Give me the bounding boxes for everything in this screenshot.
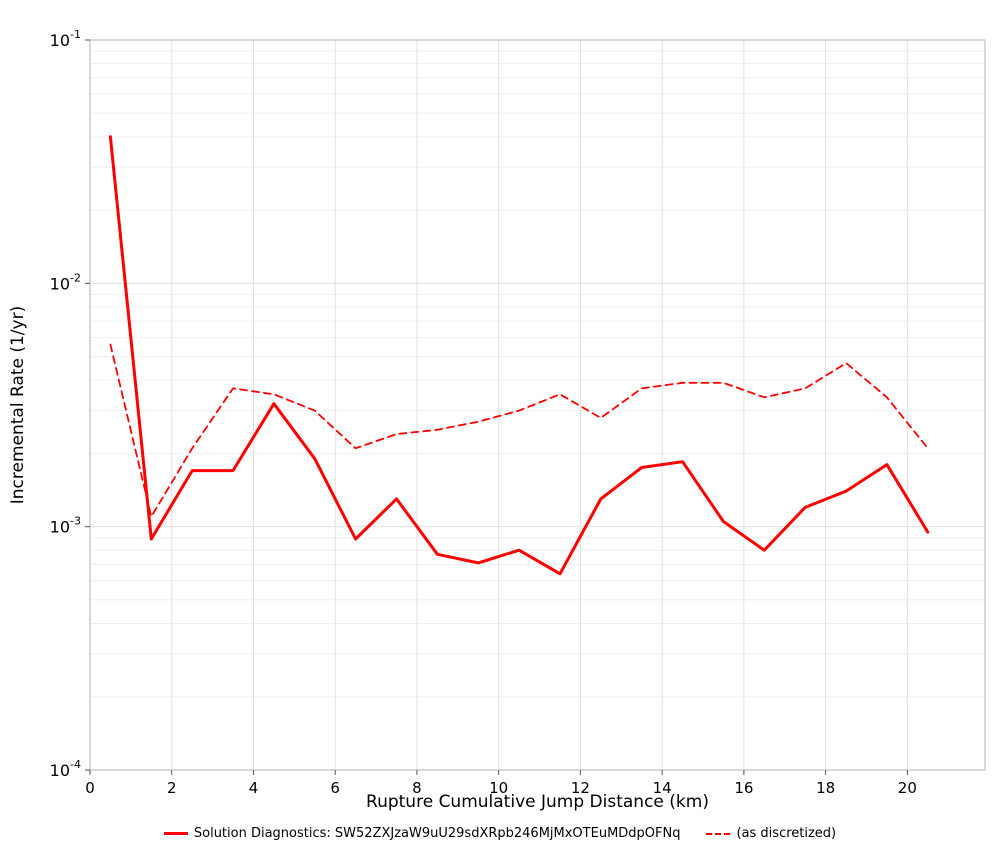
x-tick-label: 0 [85,779,95,797]
y-axis-title: Incremental Rate (1/yr) [8,305,28,505]
dashed-line-swatch [706,832,731,835]
y-tick-label: 10-4 [50,758,81,780]
x-tick-label: 8 [412,779,422,797]
x-tick-label: 10 [489,779,508,797]
solid-line-swatch [163,832,188,835]
legend-label-solution: Solution Diagnostics: SW52ZXJzaW9uU29sdX… [193,826,681,841]
x-tick-label: 14 [653,779,672,797]
legend-item-solution: Solution Diagnostics: SW52ZXJzaW9uU29sdX… [163,826,681,841]
x-axis-title: Rupture Cumulative Jump Distance (km) [366,792,709,812]
x-tick-label: 2 [167,779,177,797]
major-gridlines [90,39,985,771]
y-axis-ticks: 10-1 10-2 10-3 10-4 [50,28,90,780]
minor-gridlines [90,50,985,698]
y-tick-label: 10-2 [50,271,81,293]
y-tick-label: 10-1 [50,28,81,50]
legend-item-discretized: (as discretized) [706,826,836,841]
x-tick-label: 4 [249,779,259,797]
legend-label-discretized: (as discretized) [736,826,837,841]
x-tick-label: 18 [816,779,835,797]
x-tick-label: 16 [734,779,753,797]
x-tick-label: 20 [898,779,917,797]
legend: Solution Diagnostics: SW52ZXJzaW9uU29sdX… [0,826,1000,841]
series-line-dashed [109,343,929,518]
x-tick-label: 12 [571,779,590,797]
x-axis-ticks: 0 2 4 6 8 10 12 14 16 18 20 [85,770,917,797]
y-tick-label: 10-3 [50,515,81,537]
series-line-solid [108,135,930,576]
x-tick-label: 6 [330,779,340,797]
plot-frame [89,39,986,771]
